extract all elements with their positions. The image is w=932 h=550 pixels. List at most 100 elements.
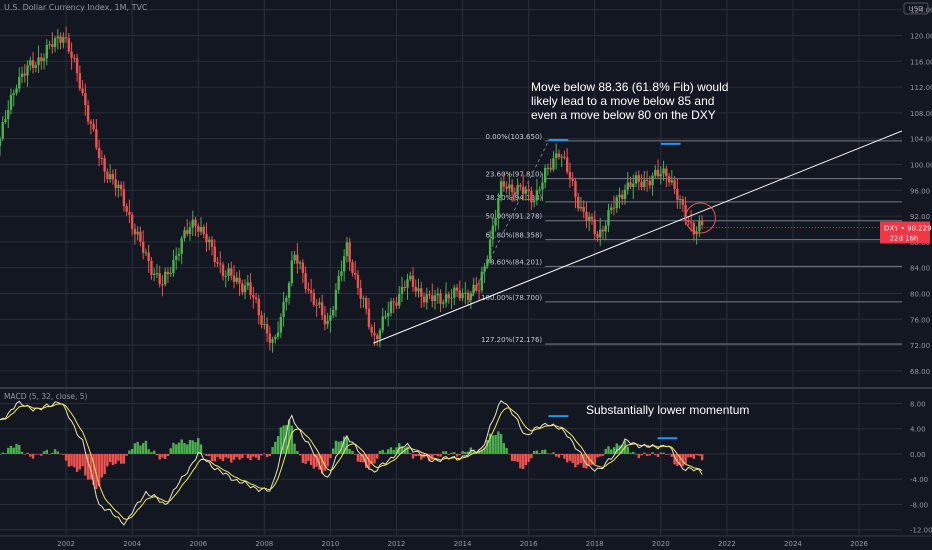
macd-histogram-bar	[26, 452, 29, 454]
candle-body	[560, 156, 563, 158]
macd-histogram-bar	[67, 453, 71, 467]
macd-histogram-bar	[86, 453, 90, 480]
macd-histogram-bar	[643, 452, 646, 454]
macd-histogram-bar	[18, 445, 21, 454]
candle-body	[698, 220, 701, 232]
macd-histogram-bar	[521, 453, 525, 470]
macd-histogram-bar	[364, 453, 368, 468]
macd-histogram-bar	[323, 453, 327, 471]
candle-body	[51, 44, 54, 48]
macd-histogram-bar	[519, 453, 522, 469]
candle-body	[287, 283, 291, 298]
candle-body	[612, 207, 616, 209]
chart-title: U.S. Dollar Currency Index, 1M, TVC	[4, 3, 148, 12]
price-tag-value: DXY • 90.229	[884, 224, 932, 232]
candle-body	[152, 273, 156, 275]
candle-body	[640, 181, 643, 188]
candle-body	[499, 181, 503, 198]
macd-histogram-bar	[654, 453, 657, 456]
macd-axis-tick: -12.00	[910, 527, 932, 535]
price-axis-tick: 72.00	[910, 342, 930, 350]
macd-histogram-bar	[480, 449, 484, 454]
candle-body	[497, 197, 500, 218]
candle-body	[376, 335, 379, 340]
macd-histogram-bar	[681, 453, 685, 467]
macd-histogram-bar	[524, 453, 528, 466]
macd-histogram-bar	[180, 439, 183, 454]
signal-line	[0, 403, 703, 520]
macd-histogram-bar	[119, 453, 123, 464]
price-tag-countdown: 22d 16h	[890, 234, 919, 242]
macd-histogram-bar	[202, 453, 205, 455]
candle-body	[238, 277, 241, 284]
candle-body	[353, 272, 357, 275]
candle-body	[466, 292, 470, 300]
price-axis-tick: 80.00	[910, 290, 930, 298]
macd-histogram-bar	[114, 453, 117, 464]
candle-body	[307, 288, 310, 291]
macd-histogram-bar	[610, 449, 613, 454]
macd-histogram-bar	[263, 453, 266, 455]
candle-body	[227, 268, 230, 276]
support-trendline[interactable]	[373, 130, 903, 344]
macd-histogram-bar	[527, 453, 530, 462]
macd-histogram-bar	[458, 453, 462, 456]
candle-body	[199, 226, 203, 232]
candle-body	[403, 287, 406, 289]
candle-body	[552, 158, 555, 170]
candle-body	[510, 184, 514, 193]
macd-histogram-bar	[337, 441, 340, 454]
chart-overlays[interactable]	[373, 130, 903, 344]
candle-body	[574, 181, 577, 197]
candle-body	[210, 239, 214, 247]
macd-histogram-bar	[571, 453, 574, 464]
macd-histogram-bar	[260, 453, 263, 456]
price-tag[interactable]	[880, 221, 930, 244]
macd-histogram-bar	[577, 453, 580, 465]
macd-histogram-bar	[593, 453, 596, 464]
candle-body	[219, 263, 222, 265]
macd-histogram-bar	[378, 450, 382, 454]
macd-histogram-bar	[318, 453, 321, 470]
candle-body	[106, 171, 109, 180]
candle-body	[125, 206, 128, 212]
currency-badge[interactable]	[903, 2, 929, 15]
macd-histogram-bar	[502, 443, 506, 454]
candle-body	[128, 211, 131, 215]
macd-histogram-bar	[439, 453, 442, 457]
macd-histogram-bar	[81, 453, 84, 467]
candle-body	[543, 167, 547, 183]
currency-label: USD	[909, 5, 924, 13]
candle-body	[144, 252, 148, 254]
macd-histogram-bar	[312, 453, 316, 469]
macd-histogram-bar	[700, 453, 704, 461]
macd-histogram-bar	[329, 453, 332, 459]
macd-histogram-bar	[359, 453, 362, 463]
macd-histogram-bar	[70, 453, 73, 466]
candle-body	[458, 290, 462, 299]
candle-body	[673, 180, 676, 189]
candle-body	[475, 284, 478, 291]
candle-body	[89, 121, 93, 124]
candle-body	[626, 182, 629, 190]
macd-histogram-bar	[111, 453, 115, 466]
candle-body	[285, 297, 288, 302]
macd-histogram-bar	[298, 453, 302, 456]
candle-body	[329, 315, 332, 321]
macd-histogram-bar	[475, 453, 478, 454]
macd-histogram-bar	[466, 451, 470, 454]
candle-body	[243, 285, 247, 293]
macd-histogram-bar	[494, 434, 497, 454]
fibonacci-retracement[interactable]: 0.00%(103.650) 23.60%(97.810) 38.20%(94.19…	[468, 133, 902, 345]
circle-highlight[interactable]	[684, 202, 716, 234]
candle-body	[582, 206, 585, 212]
macd-histogram-bar	[232, 453, 236, 460]
macd-histogram-bar	[271, 447, 274, 454]
candle-body	[0, 138, 2, 146]
macd-histogram-bar	[249, 453, 252, 461]
candle-body	[86, 105, 90, 122]
macd-histogram-bar	[7, 447, 10, 454]
macd-histogram-bar	[235, 453, 238, 457]
candle-body	[246, 282, 250, 286]
